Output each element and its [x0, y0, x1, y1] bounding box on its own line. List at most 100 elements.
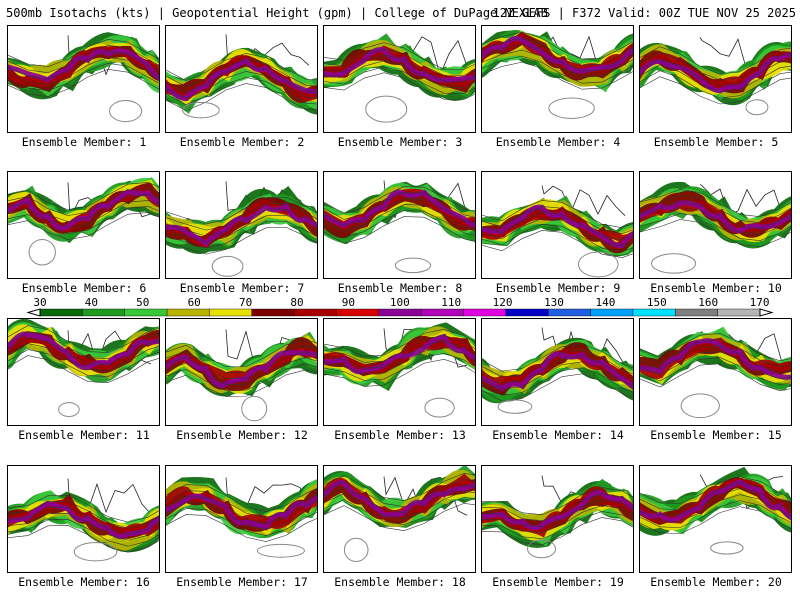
coastline: [541, 185, 626, 217]
height-contour: [640, 488, 791, 516]
ensemble-map-panel: [165, 318, 318, 426]
height-contour: [324, 328, 475, 357]
colorbar-swatch: [251, 308, 295, 317]
isotach-band: [324, 189, 475, 229]
colorbar-swatch: [675, 308, 718, 317]
ensemble-map-panel: [7, 465, 160, 573]
ensemble-map-panel: [323, 465, 476, 573]
height-contour: [166, 71, 317, 99]
height-contour: [482, 55, 633, 84]
ensemble-map-panel: [165, 465, 318, 573]
height-contour: [166, 226, 317, 255]
height-contour: [166, 345, 317, 373]
coastline: [699, 184, 784, 217]
colorbar-tick-label: 170: [750, 296, 770, 309]
height-contour: [8, 57, 159, 85]
height-contour: [324, 491, 475, 520]
ensemble-map-panel: [481, 465, 634, 573]
isotach-map: [482, 185, 633, 278]
isotach-map: [166, 329, 317, 422]
ensemble-map-panel: [323, 318, 476, 426]
ensemble-map-panel: [7, 25, 160, 133]
height-contour: [640, 339, 791, 368]
ensemble-member-label: Ensemble Member: 6: [21, 281, 147, 295]
height-contour: [8, 194, 159, 222]
isotach-band: [8, 331, 159, 371]
height-contour: [324, 72, 475, 100]
isotach-map: [324, 180, 475, 274]
colorbar-swatch: [548, 308, 591, 317]
colorbar-swatch: [39, 308, 83, 317]
ensemble-map-panel: [639, 171, 792, 279]
ensemble-member-label: Ensemble Member: 3: [337, 135, 463, 149]
height-contour: [640, 64, 791, 93]
height-contour: [640, 345, 791, 374]
height-contour: [166, 208, 317, 237]
height-contour: [8, 188, 159, 216]
height-contour: [324, 479, 475, 508]
isotach-map: [324, 322, 475, 418]
isotach-map: [482, 327, 633, 414]
height-contour: [8, 63, 159, 91]
ensemble-member-label: Ensemble Member: 19: [492, 575, 624, 589]
ensemble-member-label: Ensemble Member: 8: [337, 281, 463, 295]
height-contour: [640, 506, 791, 534]
height-contour: [166, 484, 317, 512]
colorbar-tick-label: 140: [595, 296, 615, 309]
height-contour: [166, 214, 317, 243]
ensemble-map-panel: [323, 171, 476, 279]
height-contour: [166, 502, 317, 530]
chart-header: 500mb Isotachs (kts) | Geopotential Heig…: [6, 5, 796, 21]
ensemble-map-panel: [481, 318, 634, 426]
height-contour: [640, 195, 791, 223]
height-contour: [640, 213, 791, 241]
height-contour: [482, 361, 633, 390]
ensemble-member-label: Ensemble Member: 2: [179, 135, 305, 149]
isotach-band: [482, 490, 633, 531]
height-contour: [166, 363, 317, 391]
height-contour: [640, 219, 791, 247]
isotach-band: [324, 333, 475, 375]
isotach-band: [640, 338, 791, 380]
ensemble-member-label: Ensemble Member: 20: [650, 575, 782, 589]
height-contour: [482, 367, 633, 396]
isotach-map: [324, 33, 475, 123]
ensemble-member-label: Ensemble Member: 11: [18, 428, 150, 442]
height-contour: [8, 331, 159, 359]
height-contour: [482, 517, 633, 546]
ensemble-map-panel: [7, 318, 160, 426]
height-contour: [166, 53, 317, 81]
isotach-map: [324, 466, 475, 562]
height-contour: [482, 212, 633, 240]
colorbar-swatch: [505, 308, 549, 317]
colorbar-swatches: [26, 308, 774, 317]
height-contour: [324, 198, 475, 226]
isotach-map: [166, 34, 317, 119]
height-contour: [482, 511, 633, 540]
isotach-map: [166, 477, 317, 558]
height-contour: [324, 210, 475, 238]
height-contour: [324, 334, 475, 363]
height-contour: [324, 352, 475, 381]
ensemble-map-panel: [7, 171, 160, 279]
header-title: 500mb Isotachs (kts) | Geopotential Heig…: [6, 6, 548, 20]
height-contour: [324, 54, 475, 82]
isotach-map: [8, 478, 159, 562]
isotach-map: [640, 181, 791, 274]
height-contour: [640, 494, 791, 522]
height-contour-closed: [211, 255, 244, 277]
height-contour: [482, 355, 633, 384]
height-contour-closed: [497, 399, 533, 414]
height-contour: [166, 339, 317, 367]
colorbar-swatch: [336, 308, 380, 317]
height-contour: [324, 48, 475, 76]
isotach-band: [8, 48, 159, 83]
height-contour-closed: [343, 537, 369, 562]
isotach-band: [482, 351, 633, 392]
height-contour: [166, 59, 317, 87]
colorbar-tick-label: 130: [544, 296, 564, 309]
colorbar-swatch: [293, 308, 337, 317]
isotach-map: [8, 319, 159, 417]
height-contour: [8, 337, 159, 365]
colorbar-swatch: [463, 308, 507, 317]
